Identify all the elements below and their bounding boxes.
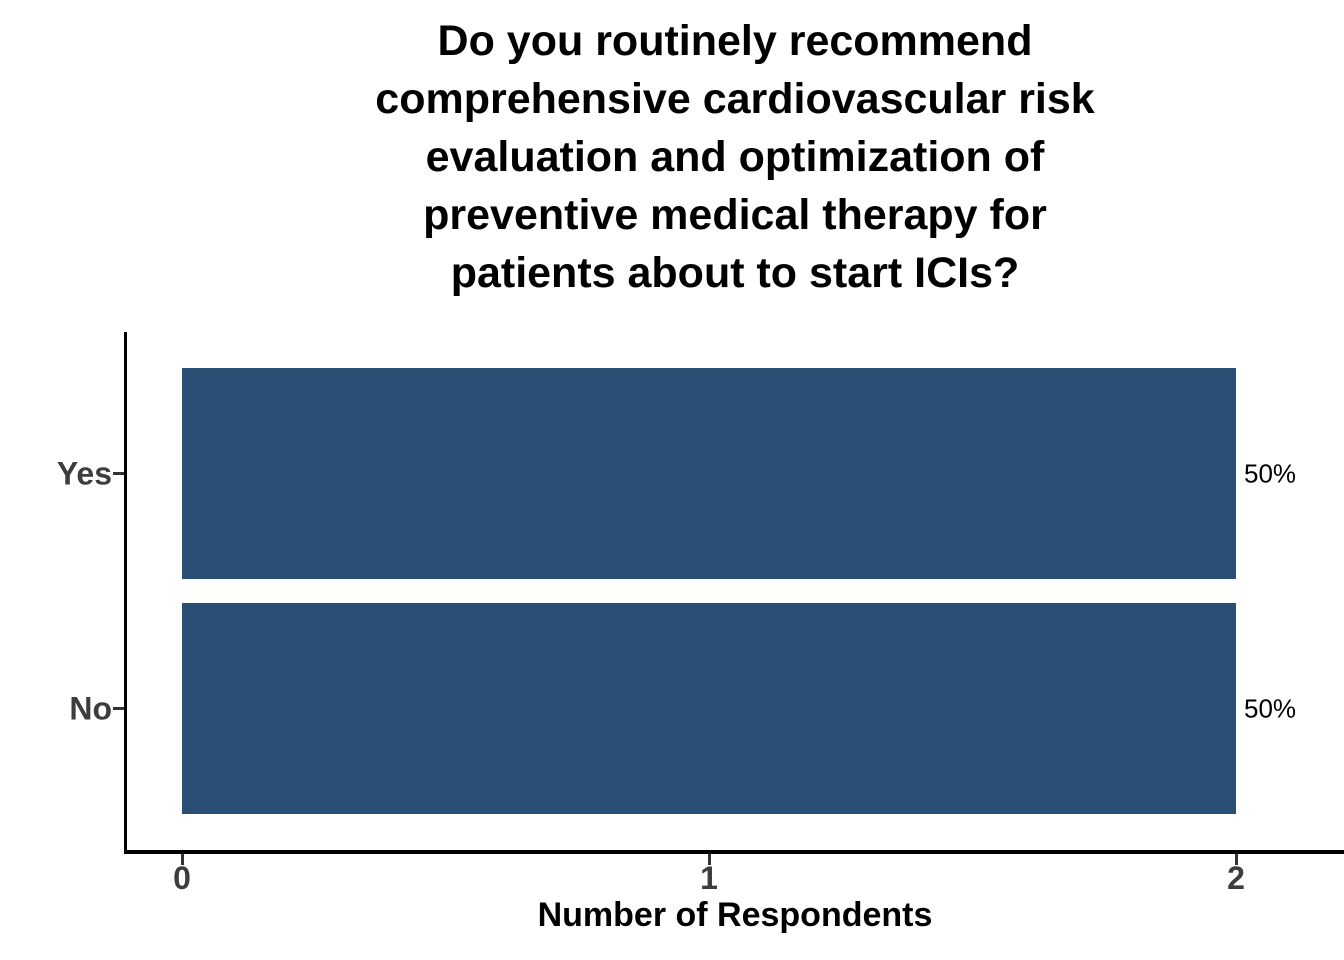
value-label: 50% bbox=[1244, 693, 1297, 723]
x-axis-tick bbox=[180, 854, 184, 865]
chart-title-line: Do you routinely recommend bbox=[437, 17, 1033, 65]
category-label: Yes bbox=[56, 455, 112, 491]
chart-title: Do you routinely recommend comprehensive … bbox=[126, 12, 1344, 302]
chart-title-line: evaluation and optimization of bbox=[425, 133, 1045, 181]
y-axis-line bbox=[124, 332, 127, 854]
x-axis-title: Number of Respondents bbox=[537, 896, 933, 934]
x-axis-line bbox=[124, 850, 1344, 854]
bar-no bbox=[182, 603, 1236, 814]
y-axis-tick bbox=[113, 707, 124, 710]
category-label: No bbox=[69, 690, 112, 726]
bar-yes bbox=[182, 368, 1236, 579]
x-axis-tick-label: 2 bbox=[1227, 860, 1245, 896]
chart-title-line: patients about to start ICIs? bbox=[450, 249, 1020, 297]
chart-title-line: comprehensive cardiovascular risk bbox=[375, 75, 1095, 123]
x-axis-tick bbox=[707, 854, 711, 865]
y-axis-tick bbox=[113, 472, 124, 475]
x-axis-tick-label: 1 bbox=[700, 860, 718, 896]
x-axis-tick-label: 0 bbox=[173, 860, 191, 896]
chart-title-line: preventive medical therapy for bbox=[423, 191, 1047, 239]
value-label: 50% bbox=[1244, 458, 1297, 488]
x-axis-tick bbox=[1234, 854, 1238, 865]
